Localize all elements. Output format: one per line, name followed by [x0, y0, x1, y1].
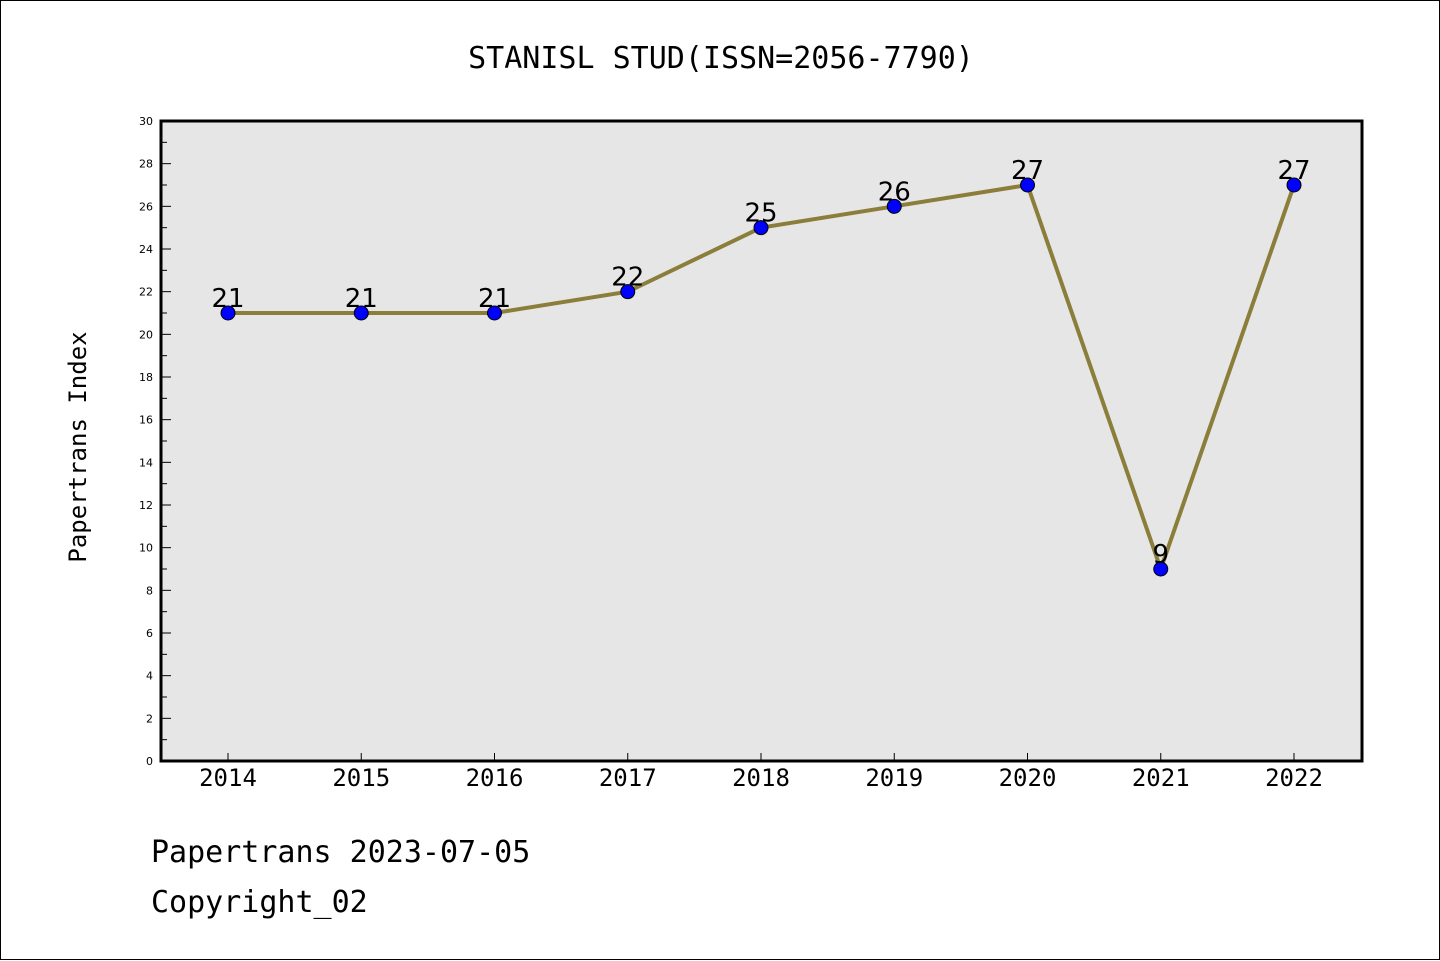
- y-tick-label: 0: [146, 755, 153, 768]
- y-tick-label: 10: [139, 542, 153, 555]
- data-point: [620, 284, 636, 300]
- footer-copyright: Copyright_02: [151, 885, 368, 920]
- data-point: [1153, 561, 1169, 577]
- data-label: 22: [611, 263, 644, 293]
- y-tick-label: 26: [139, 200, 153, 213]
- x-tick-label: 2016: [466, 764, 524, 792]
- y-tick-label: 12: [139, 499, 153, 512]
- data-point: [1020, 177, 1035, 193]
- x-tick-label: 2018: [732, 764, 790, 792]
- y-tick-label: 14: [139, 456, 153, 469]
- series-layer: 21 21 21 22 25 26 27 9 27: [211, 156, 1311, 577]
- y-tick-label: 2: [146, 712, 153, 725]
- footer-date: Papertrans 2023-07-05: [151, 835, 531, 870]
- x-tick-label: 2020: [999, 764, 1057, 792]
- y-axis-label: Papertrans Index: [64, 331, 92, 562]
- data-label: 21: [345, 284, 378, 314]
- x-tick-label: 2019: [865, 764, 923, 792]
- data-point: [753, 220, 769, 236]
- data-label: 26: [878, 177, 911, 207]
- data-label: 27: [1277, 156, 1310, 186]
- x-tick-label: 2022: [1265, 764, 1323, 792]
- data-label: 21: [478, 284, 511, 314]
- data-point: [1286, 177, 1302, 193]
- data-label: 9: [1152, 540, 1169, 570]
- y-tick-label: 18: [139, 371, 153, 384]
- data-label: 25: [744, 199, 777, 229]
- x-tick-label: 2015: [332, 764, 390, 792]
- y-tick-label: 6: [146, 627, 153, 640]
- data-point: [353, 305, 369, 321]
- y-tick-label: 22: [139, 286, 153, 299]
- y-tick-label: 20: [139, 328, 153, 341]
- data-point: [886, 198, 902, 214]
- x-tick-label: 2021: [1132, 764, 1190, 792]
- x-tick-label: 2014: [199, 764, 257, 792]
- y-tick-label: 8: [146, 584, 153, 597]
- x-tick-label: 2017: [599, 764, 657, 792]
- y-tick-label: 24: [139, 243, 153, 256]
- data-point: [220, 305, 236, 321]
- data-label: 21: [211, 284, 244, 314]
- chart-title: STANISL STUD(ISSN=2056-7790): [468, 41, 974, 76]
- data-point: [487, 305, 502, 321]
- data-label: 27: [1011, 156, 1044, 186]
- y-tick-label: 30: [139, 115, 153, 128]
- y-tick-label: 4: [146, 670, 153, 683]
- y-tick-label: 16: [139, 414, 153, 427]
- x-axis: 2014 2015 2016 2017 2018 2019 2020 2021 2022: [199, 753, 1323, 792]
- y-tick-label: 28: [139, 158, 153, 171]
